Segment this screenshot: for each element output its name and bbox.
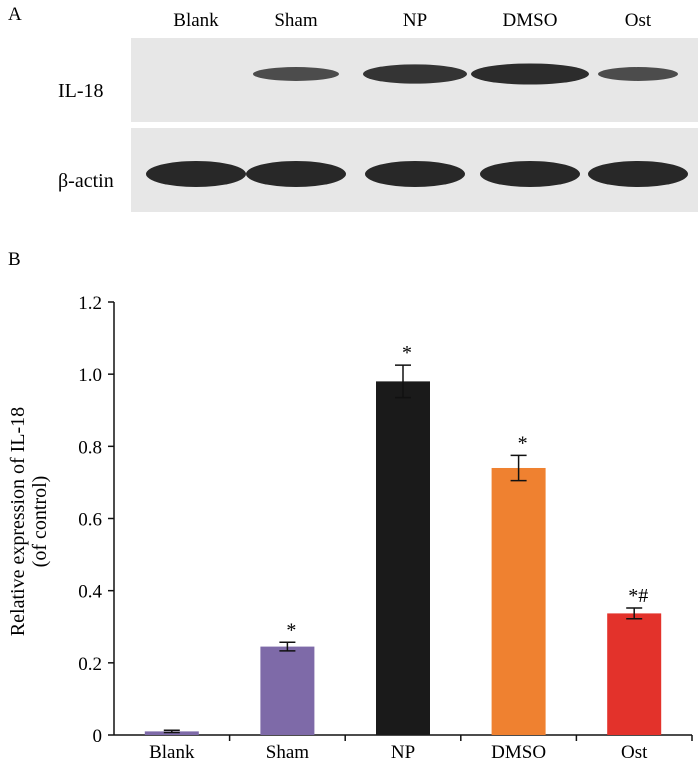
y-tick-label: 0 xyxy=(93,726,103,747)
blot-rows: IL-18 β-actin xyxy=(58,38,698,212)
panel-a-label: A xyxy=(8,4,22,25)
lane-label: NP xyxy=(403,10,427,31)
panel-b-label: B xyxy=(8,249,21,270)
y-tick-label: 1.0 xyxy=(78,365,102,386)
blot-band xyxy=(363,64,467,84)
blot-band xyxy=(146,161,246,187)
bar xyxy=(376,381,430,735)
blot-row-label: IL-18 xyxy=(58,80,104,102)
x-tick-label: Blank xyxy=(149,742,195,761)
lane-label: Blank xyxy=(173,10,219,31)
blot-band xyxy=(588,161,688,187)
blot-band xyxy=(253,67,339,81)
significance-mark: * xyxy=(286,619,296,641)
lane-label: Ost xyxy=(625,10,652,31)
blot-band xyxy=(480,161,580,187)
bar-chart: 0 0.2 0.4 0.6 0.8 1.0 1.2 Relative expression o… xyxy=(7,293,693,761)
y-tick-label: 0.2 xyxy=(78,654,102,675)
blot-row-label: β-actin xyxy=(58,170,114,192)
lane-labels: Blank Sham NP DMSO Ost xyxy=(173,10,652,31)
bar xyxy=(491,467,546,735)
blot-band xyxy=(246,161,346,187)
x-tick-label: Sham xyxy=(266,742,310,761)
blot-band xyxy=(365,161,465,187)
significance-mark: *# xyxy=(628,585,648,607)
blot-row: β-actin xyxy=(58,128,698,212)
lane-label: DMSO xyxy=(503,10,558,31)
y-tick-label: 0.8 xyxy=(78,437,102,458)
blot-band xyxy=(598,67,678,81)
y-tick-label: 1.2 xyxy=(78,293,102,314)
bar xyxy=(607,613,662,735)
y-axis-title-line2: (of control) xyxy=(29,476,51,568)
y-tick-label: 0.4 xyxy=(78,582,102,603)
blot-row: IL-18 xyxy=(58,38,698,122)
y-axis-title: Relative expression of IL-18 xyxy=(7,407,29,636)
y-tick-label: 0.6 xyxy=(78,510,102,531)
x-tick-label: DMSO xyxy=(491,742,546,761)
x-tick-label: NP xyxy=(391,742,415,761)
significance-mark: * xyxy=(402,342,412,364)
lane-label: Sham xyxy=(274,10,318,31)
x-tick-label: Ost xyxy=(621,742,648,761)
bar xyxy=(260,646,315,735)
significance-mark: * xyxy=(518,432,528,454)
blot-band xyxy=(471,63,589,85)
